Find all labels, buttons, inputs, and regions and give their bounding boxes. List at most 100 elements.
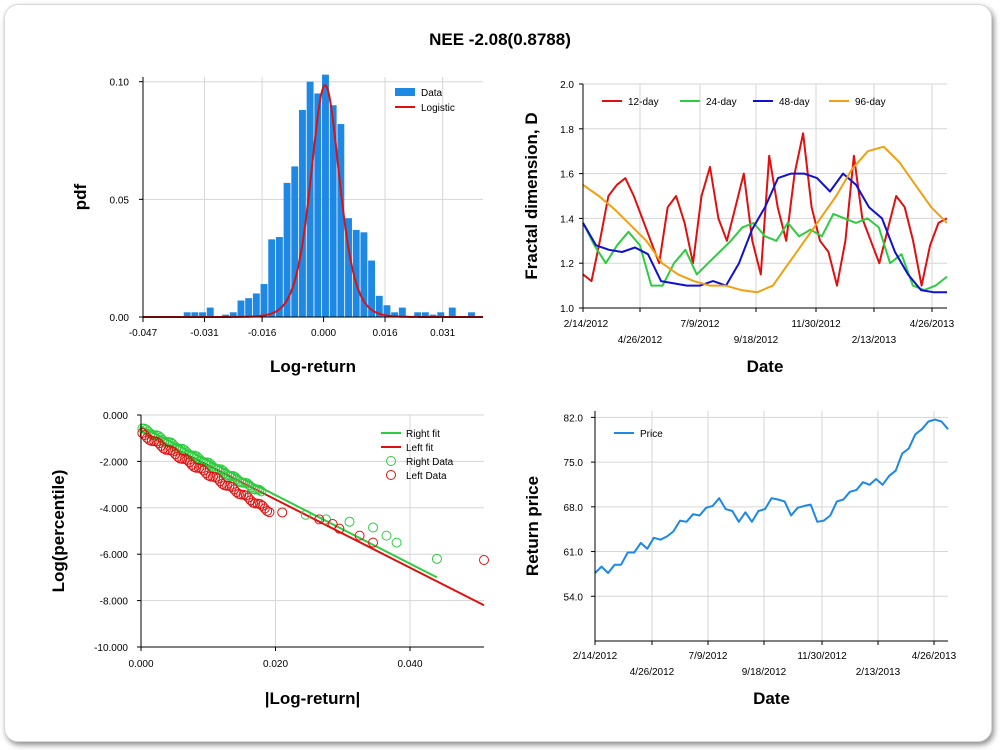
series-line-12-day — [582, 132, 948, 287]
right-data-point — [254, 484, 265, 495]
left-data-point — [203, 470, 214, 481]
x-tick-label: 2/13/2013 — [852, 335, 897, 346]
legend-swatch-2 — [386, 456, 396, 466]
legend-label-3: Left Data — [406, 471, 447, 482]
hist-bar — [222, 314, 230, 317]
x-tick-label: 0.016 — [373, 328, 398, 339]
right-data-point — [344, 516, 355, 527]
x-tick-label: 4/26/2013 — [912, 651, 957, 662]
x-tick-label: 0.000 — [128, 659, 153, 670]
x-tick-label: 4/26/2013 — [910, 319, 955, 330]
hist-bar — [414, 312, 422, 317]
tail-chart: 0.000-2.000-4.000-6.000-8.000-10.0000.00… — [49, 411, 489, 708]
left-data-point — [172, 451, 183, 462]
price-chart: 54.0 61.0 68.0 75.0 82.0 2/14/2012 4/26/2012 7/… — [523, 411, 957, 708]
x-tick-label: 4/26/2012 — [618, 335, 663, 346]
x-tick-label: -0.031 — [190, 328, 219, 339]
hist-bar — [229, 312, 237, 317]
chart-frame — [4, 4, 992, 742]
hist-bar — [291, 166, 299, 317]
legend-swatch-3 — [386, 470, 396, 480]
hist-bar — [360, 232, 368, 317]
y-tick-label: 75.0 — [564, 458, 584, 469]
y-tick-label: 61.0 — [564, 548, 584, 559]
y-tick-label: 1.6 — [560, 170, 574, 181]
histogram-chart: -0.047 -0.031 -0.016 0.000 0.016 0.031 0.00 0.0… — [71, 74, 483, 376]
y-tick-label: 0.00 — [110, 313, 130, 324]
left-data-point — [334, 523, 345, 534]
legend-label-1: Left fit — [406, 443, 433, 454]
left-data-point — [158, 443, 169, 454]
hist-bar — [345, 218, 352, 317]
legend-price-label: Price — [640, 429, 663, 440]
y-tick-label: 0.000 — [103, 411, 128, 422]
y-tick-label: 0.05 — [110, 195, 130, 206]
page-title: NEE -2.08(0.8788) — [429, 30, 571, 49]
y-axis-title: Log(percentile) — [49, 470, 68, 593]
right-data-point — [431, 553, 442, 564]
hist-bar — [368, 260, 376, 317]
left-data-point — [314, 514, 325, 525]
hist-bar — [298, 109, 306, 317]
hist-bar — [206, 307, 214, 317]
y-tick-label: 1.0 — [560, 304, 574, 315]
y-tick-label: 0.10 — [110, 78, 130, 89]
left-data-point — [264, 507, 275, 518]
x-tick-label: -0.016 — [248, 328, 277, 339]
x-tick-label: 11/30/2012 — [797, 651, 847, 662]
y-tick-label: 2.0 — [560, 80, 574, 91]
x-tick-label: 2/13/2013 — [856, 667, 901, 678]
legend-label-12-day: 12-day — [628, 97, 659, 108]
y-axis-title: pdf — [71, 183, 90, 210]
y-tick-label: 1.4 — [560, 214, 574, 225]
x-axis-title: Date — [753, 689, 790, 708]
series-line-48-day — [582, 172, 947, 294]
x-axis-title: Date — [747, 357, 784, 376]
x-tick-label: 0.040 — [398, 659, 423, 670]
legend-data-swatch — [395, 88, 415, 96]
x-tick-label: 2/14/2012 — [564, 319, 609, 330]
hist-bar — [268, 239, 276, 317]
y-tick-label: 1.2 — [560, 259, 574, 270]
hist-bar — [383, 305, 391, 317]
hist-bar — [468, 312, 475, 317]
legend-label-0: Right fit — [406, 429, 440, 440]
x-tick-label: 0.031 — [430, 328, 455, 339]
x-tick-label: 0.000 — [311, 328, 336, 339]
left-data-point — [262, 505, 273, 516]
legend-label-96-day: 96-day — [855, 97, 886, 108]
hist-bar — [252, 293, 260, 317]
y-tick-label: 54.0 — [564, 592, 584, 603]
y-tick-label: 68.0 — [564, 503, 584, 514]
x-tick-label: 7/9/2012 — [689, 651, 728, 662]
hist-bar — [237, 300, 245, 317]
hist-bar — [322, 74, 329, 317]
hist-bar — [429, 314, 437, 317]
left-data-point — [354, 530, 365, 541]
y-tick-label: -4.000 — [100, 504, 129, 515]
y-tick-label: -10.000 — [94, 643, 128, 654]
y-tick-label: 1.8 — [560, 125, 574, 136]
x-axis-title: |Log-return| — [265, 689, 360, 708]
x-tick-label: 4/26/2012 — [630, 667, 675, 678]
y-tick-label: 82.0 — [564, 413, 584, 424]
right-data-point — [381, 530, 392, 541]
left-data-point — [479, 555, 489, 565]
right-data-point — [391, 537, 402, 548]
x-tick-label: 11/30/2012 — [791, 319, 841, 330]
y-axis-title: Fractal dimension, D — [522, 112, 541, 279]
x-axis-title: Log-return — [270, 357, 356, 376]
y-tick-label: -8.000 — [100, 597, 129, 608]
y-axis-title: Return price — [523, 476, 542, 576]
hist-bar — [275, 237, 283, 317]
hist-bar — [391, 312, 399, 317]
hist-bar — [183, 312, 191, 317]
hist-bar — [283, 182, 291, 317]
left-data-point — [217, 478, 228, 489]
left-data-point — [231, 487, 242, 498]
x-tick-label: 7/9/2012 — [681, 319, 720, 330]
price-line — [594, 418, 949, 574]
left-data-point — [327, 519, 338, 530]
fractal-chart: 1.0 1.2 1.4 1.6 1.8 2.0 2/14/2012 4/26/2012 7/9/… — [522, 80, 955, 376]
